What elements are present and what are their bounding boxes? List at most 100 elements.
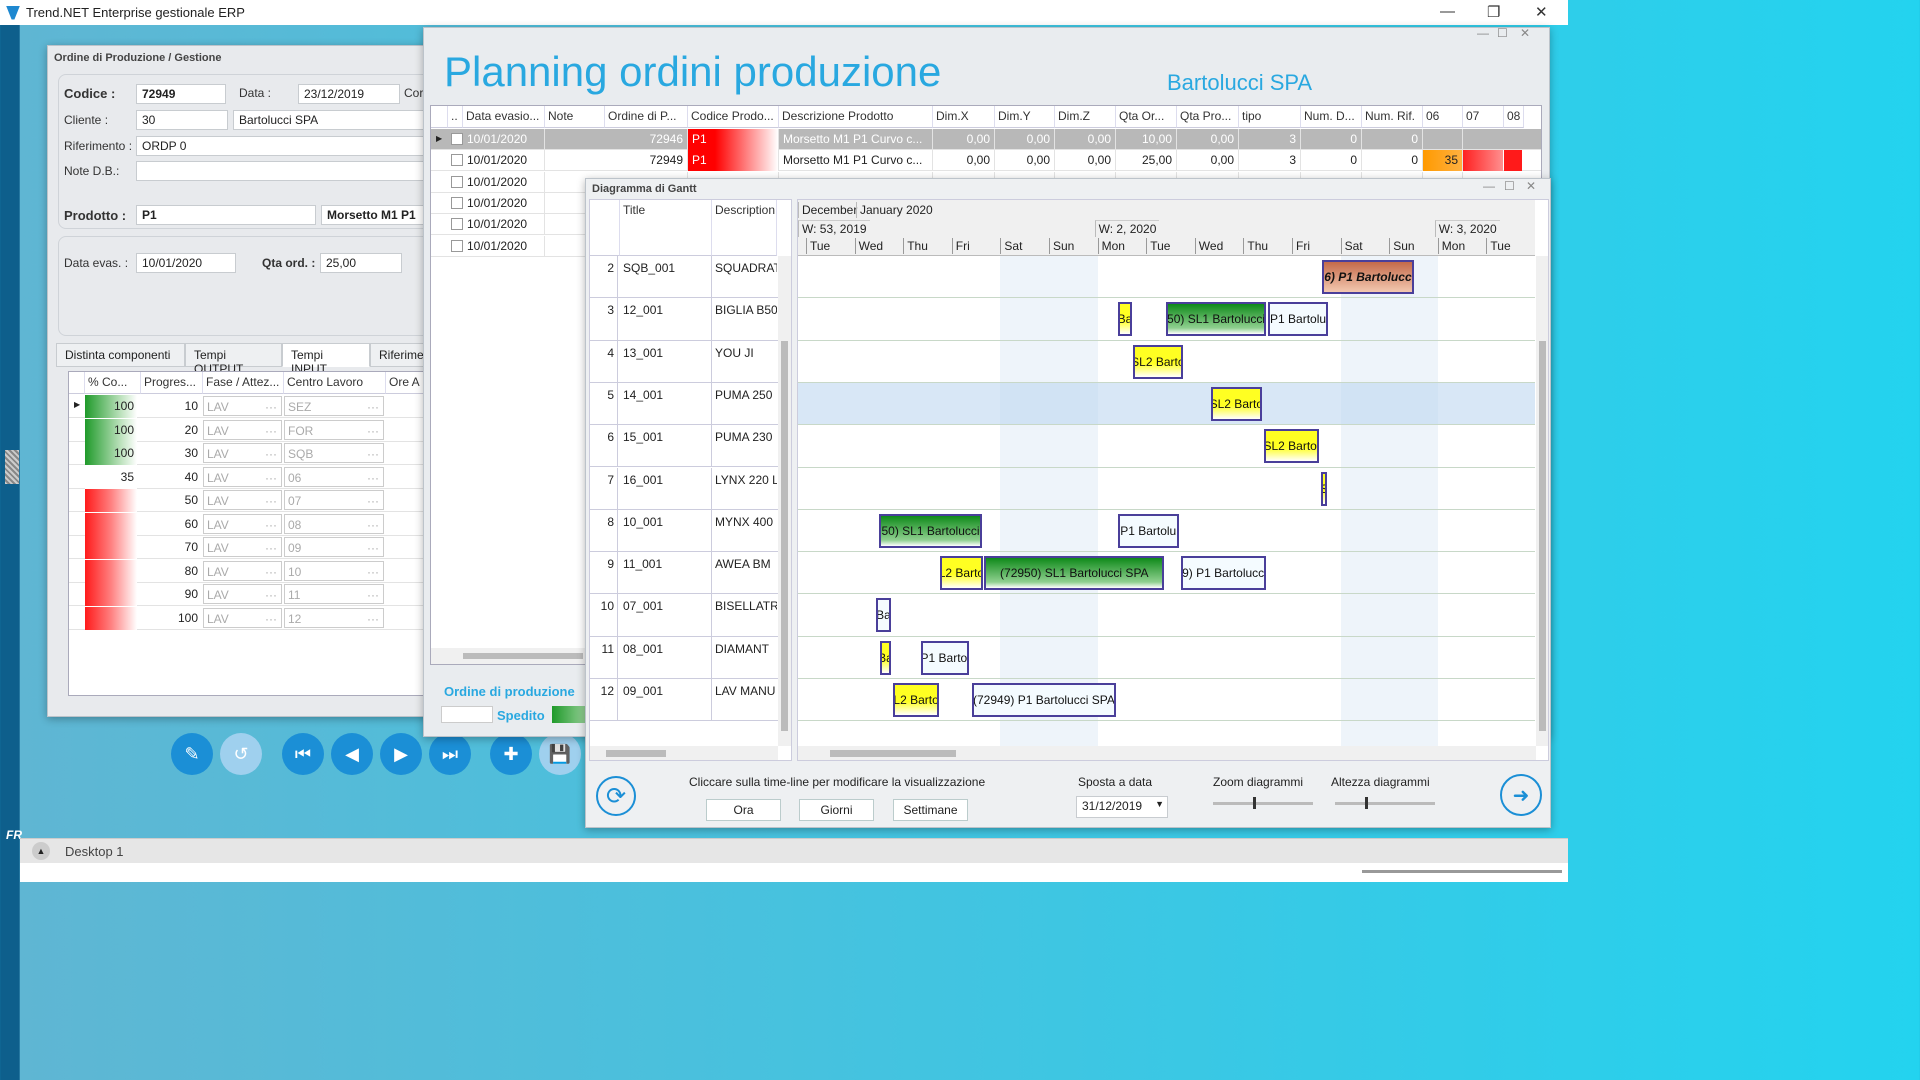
- row-checkbox[interactable]: [451, 218, 463, 231]
- day-label[interactable]: Mon: [1097, 238, 1128, 254]
- altezza-slider-thumb[interactable]: [1365, 797, 1368, 809]
- day-label[interactable]: Tue: [1486, 238, 1513, 254]
- gantt-task-bar[interactable]: SL2 Barto: [1211, 386, 1262, 421]
- phase-row[interactable]: 100 LAV ··· 12 ···: [69, 606, 437, 630]
- gantt-task-row[interactable]: 3 12_001 BIGLIA B50: [590, 298, 778, 341]
- undo-button[interactable]: ↺: [220, 733, 262, 775]
- centro-cell[interactable]: FOR ···: [284, 419, 384, 440]
- data-evas-field[interactable]: 10/01/2020: [136, 253, 236, 273]
- planning-col-header[interactable]: Data evasio...: [463, 106, 545, 128]
- planning-row[interactable]: 10/01/2020 72949 P1 Morsetto M1 P1 Curvo c.…: [431, 150, 1541, 172]
- planning-col-header[interactable]: Note: [545, 106, 605, 128]
- phase-col-header[interactable]: Centro Lavoro: [284, 372, 386, 394]
- fase-cell[interactable]: LAV ···: [203, 537, 282, 557]
- centro-cell[interactable]: 08 ···: [284, 513, 384, 534]
- fase-cell[interactable]: LAV ···: [203, 490, 282, 510]
- gantt-task-row[interactable]: 7 16_001 LYNX 220 L: [590, 467, 778, 510]
- exit-button[interactable]: ➜: [1500, 774, 1542, 816]
- minimize-icon[interactable]: —: [1440, 3, 1455, 20]
- gantt-task-bar[interactable]: 50) SL1 Bartolucci: [878, 513, 983, 548]
- chart-hscroll[interactable]: [798, 746, 1536, 760]
- gantt-close-icon[interactable]: ✕: [1526, 179, 1537, 193]
- first-button[interactable]: ⏮: [282, 733, 324, 775]
- planning-col-header[interactable]: 08: [1504, 106, 1524, 128]
- giorni-button[interactable]: Giorni: [799, 799, 874, 821]
- phase-row[interactable]: 60 LAV ··· 08 ···: [69, 512, 437, 536]
- centro-cell[interactable]: 11 ···: [284, 584, 384, 604]
- chart-vscroll[interactable]: [1536, 256, 1548, 746]
- gantt-task-bar[interactable]: P1 Bartol: [921, 640, 969, 675]
- month-label[interactable]: December: [798, 202, 860, 218]
- altezza-slider[interactable]: [1335, 797, 1435, 809]
- phase-row[interactable]: 90 LAV ··· 11 ···: [69, 583, 437, 606]
- gantt-task-bar[interactable]: L2 Barto: [893, 683, 940, 717]
- row-checkbox[interactable]: [451, 133, 463, 145]
- gantt-task-row[interactable]: 10 07_001 BISELLATRI: [590, 594, 778, 637]
- day-label[interactable]: Wed: [854, 238, 886, 254]
- planning-col-header[interactable]: Dim.Y: [995, 106, 1055, 128]
- gantt-task-bar[interactable]: 9) P1 Bartolucc: [1180, 556, 1266, 591]
- gantt-task-bar[interactable]: P1 Bartolu: [1117, 513, 1179, 548]
- week-label[interactable]: W: 53, 2019: [798, 220, 870, 237]
- gantt-task-row[interactable]: 8 10_001 MYNX 400: [590, 509, 778, 553]
- day-label[interactable]: Tue: [1146, 238, 1173, 254]
- refresh-button[interactable]: ⟳: [596, 776, 636, 816]
- prev-button[interactable]: ◀: [331, 733, 373, 775]
- week-label[interactable]: W: 3, 2020: [1434, 220, 1500, 237]
- phase-row[interactable]: 35 40 LAV ··· 06 ···: [69, 465, 437, 489]
- day-label[interactable]: Sun: [1389, 238, 1417, 254]
- day-label[interactable]: Thu: [1243, 238, 1271, 254]
- close-icon[interactable]: ✕: [1535, 4, 1548, 21]
- gantt-task-bar[interactable]: L2 Barto: [939, 556, 984, 591]
- planning-col-header[interactable]: Dim.Z: [1055, 106, 1116, 128]
- planning-row[interactable]: ▶ 10/01/2020 72946 P1 Morsetto M1 P1 Curvo c…: [431, 129, 1541, 150]
- planning-minimize-icon[interactable]: —: [1477, 26, 1489, 40]
- gantt-task-bar[interactable]: (72949) P1 Bartolucci SPA: [972, 683, 1116, 717]
- gantt-task-row[interactable]: 6 15_001 PUMA 230: [590, 425, 778, 468]
- centro-cell[interactable]: 12 ···: [284, 607, 384, 628]
- zoom-slider[interactable]: [1213, 797, 1313, 809]
- fase-cell[interactable]: LAV ···: [203, 419, 282, 440]
- month-label[interactable]: January 2020: [856, 202, 936, 218]
- col-description[interactable]: Description: [712, 200, 777, 256]
- planning-col-header[interactable]: Num. D...: [1301, 106, 1362, 128]
- fase-cell[interactable]: LAV ···: [203, 396, 282, 416]
- settimane-button[interactable]: Settimane: [893, 799, 968, 821]
- side-grip[interactable]: [5, 450, 19, 484]
- phase-col-header[interactable]: % Co...: [85, 372, 141, 394]
- ora-button[interactable]: Ora: [706, 799, 781, 821]
- week-label[interactable]: W: 2, 2020: [1094, 220, 1160, 237]
- gantt-task-row[interactable]: 12 09_001 LAV MANU: [590, 679, 778, 722]
- row-checkbox[interactable]: [451, 154, 463, 167]
- phase-row[interactable]: 100 20 LAV ··· FOR ···: [69, 418, 437, 442]
- desktop-label[interactable]: Desktop 1: [65, 844, 124, 859]
- centro-cell[interactable]: 06 ···: [284, 466, 384, 487]
- day-label[interactable]: Mon: [1437, 238, 1468, 254]
- day-label[interactable]: Fri: [1292, 238, 1313, 254]
- cliente-name-field[interactable]: Bartolucci SPA: [233, 110, 433, 130]
- task-grid-vscroll[interactable]: [778, 256, 791, 746]
- planning-col-header[interactable]: Ordine di P...: [605, 106, 688, 128]
- planning-col-header[interactable]: 07: [1463, 106, 1504, 128]
- gantt-task-row[interactable]: 9 11_001 AWEA BM: [590, 552, 778, 595]
- sposta-date-field[interactable]: 31/12/2019 ▼: [1076, 796, 1168, 818]
- codice-field[interactable]: 72949: [136, 84, 226, 104]
- planning-col-header[interactable]: Dim.X: [933, 106, 995, 128]
- fase-cell[interactable]: LAV ···: [203, 584, 282, 604]
- day-label[interactable]: Sat: [1000, 238, 1025, 254]
- day-label[interactable]: Fri: [951, 238, 973, 254]
- fase-cell[interactable]: LAV ···: [203, 513, 282, 534]
- last-button[interactable]: ⏭: [429, 733, 471, 775]
- cliente-code-field[interactable]: 30: [136, 110, 228, 130]
- planning-hscroll[interactable]: [431, 648, 586, 664]
- phase-row[interactable]: 70 LAV ··· 09 ···: [69, 536, 437, 559]
- phase-row[interactable]: 100 30 LAV ··· SQB ···: [69, 442, 437, 465]
- row-checkbox[interactable]: [451, 196, 463, 209]
- tab-1[interactable]: Tempi OUTPUT: [185, 343, 282, 376]
- edit-doc-button[interactable]: ✎: [171, 733, 213, 775]
- data-field[interactable]: 23/12/2019: [298, 84, 400, 104]
- riferimento-field[interactable]: ORDP 0: [136, 136, 436, 156]
- phase-row[interactable]: 50 LAV ··· 07 ···: [69, 489, 437, 512]
- planning-col-header[interactable]: Qta Or...: [1116, 106, 1177, 128]
- restore-icon[interactable]: ❐: [1487, 4, 1501, 21]
